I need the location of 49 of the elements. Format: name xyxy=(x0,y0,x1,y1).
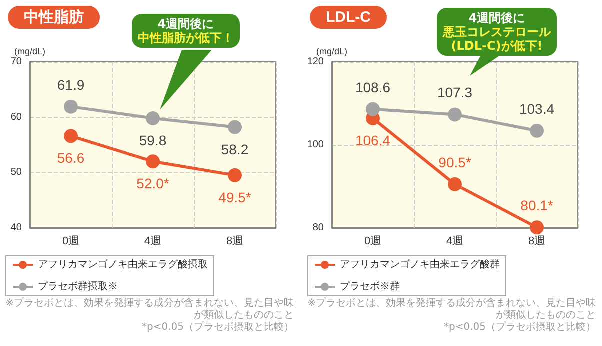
y-axis-title: (mg/dL) xyxy=(14,46,46,56)
text: *p<0.05（プラセボ摂取と比較） xyxy=(141,322,294,334)
speech-bubble: 4週間後に 中性脂肪が低下！ xyxy=(132,14,240,48)
data-label: 106.4 xyxy=(355,132,391,148)
point xyxy=(64,100,78,114)
legend-label: アフリカマンゴノキ由来エラグ酸群 xyxy=(340,258,500,270)
y-tick-label: 50 xyxy=(10,167,22,178)
data-label: 49.5* xyxy=(218,189,252,206)
point xyxy=(228,120,242,134)
data-label: 108.6 xyxy=(355,79,391,96)
legend-label: アフリカマンゴノキ由来エラグ酸摂取 xyxy=(38,258,208,270)
data-label: 61.9 xyxy=(57,76,85,93)
point xyxy=(530,220,544,235)
y-tick-label: 70 xyxy=(10,56,22,68)
text: ※プラセボとは、効果を発揮する成分が含まれない、見た目や味が類似したもののこと xyxy=(4,298,294,322)
chart-title: LDL-C xyxy=(326,9,372,26)
point xyxy=(530,124,544,138)
x-tick-label: 8週 xyxy=(226,236,244,248)
point xyxy=(146,111,160,126)
data-label: 56.6 xyxy=(57,150,85,166)
data-label: 80.1* xyxy=(520,198,554,214)
data-label: 52.0* xyxy=(136,176,170,192)
data-label: 107.3 xyxy=(437,84,473,101)
point xyxy=(146,154,160,169)
point xyxy=(64,129,78,144)
point xyxy=(448,177,462,192)
x-tick-label: 0週 xyxy=(364,236,382,248)
data-label: 58.2 xyxy=(221,141,249,158)
x-tick-label: 0週 xyxy=(62,236,80,248)
data-label: 103.4 xyxy=(519,100,555,117)
y-tick-label: 40 xyxy=(10,222,22,234)
point xyxy=(448,108,462,122)
point xyxy=(366,102,380,116)
x-tick-label: 4週 xyxy=(446,236,464,248)
point xyxy=(228,168,242,182)
chart-title: 中性脂肪 xyxy=(24,9,84,26)
text: ※プラセボとは、効果を発揮する成分が含まれない、見た目や味が類似したもののこと xyxy=(306,298,596,322)
x-tick-label: 8週 xyxy=(528,236,546,248)
text: *p<0.05（プラセボ摂取と比較） xyxy=(443,322,596,334)
data-label: 59.8 xyxy=(139,132,167,148)
legend-label: プラセボ※群 xyxy=(340,280,400,292)
y-axis-title: (mg/dL) xyxy=(316,46,348,56)
y-tick-label: 100 xyxy=(307,140,324,150)
x-tick-label: 4週 xyxy=(144,236,162,248)
y-tick-label: 120 xyxy=(307,56,324,68)
legend-label: プラセボ群摂取※ xyxy=(38,280,118,292)
y-tick-label: 80 xyxy=(312,222,324,234)
data-label: 90.5* xyxy=(438,154,472,170)
y-tick-label: 60 xyxy=(10,112,22,123)
